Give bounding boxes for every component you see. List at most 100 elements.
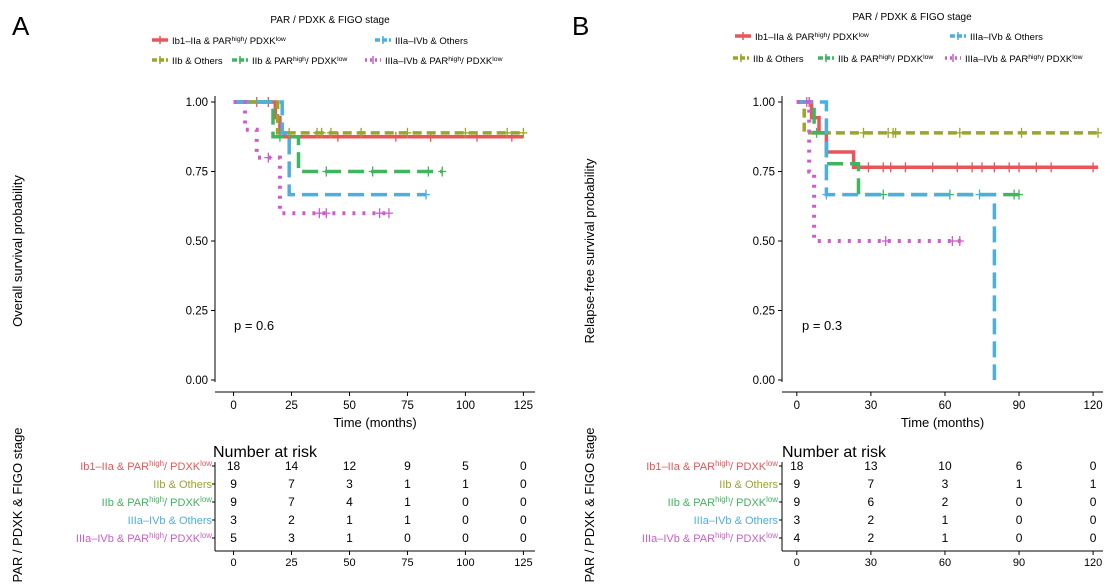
risk-count: 1 xyxy=(404,477,411,491)
censor-mark xyxy=(1089,162,1098,173)
censor-mark xyxy=(317,127,326,138)
y-axis-label: Relapse-free survival probability xyxy=(582,158,597,343)
y-axis-label: Overall survival probability xyxy=(10,175,25,327)
risk-count: 1 xyxy=(462,477,469,491)
risk-count: 0 xyxy=(520,513,527,527)
legend-label: IIb & Others xyxy=(172,56,223,67)
risk-count: 1 xyxy=(346,531,353,545)
legend-item-magenta: IIIa–IVb & PARhigh/ PDXKlow xyxy=(365,56,503,67)
risk-count: 2 xyxy=(942,495,949,509)
censor-mark xyxy=(368,166,377,177)
censor-mark xyxy=(1032,162,1041,173)
risk-count: 9 xyxy=(230,495,237,509)
y-tick-label: 1.00 xyxy=(753,97,775,109)
risk-count: 0 xyxy=(1016,495,1023,509)
x-axis-label: Time (months) xyxy=(901,415,984,430)
censor-mark xyxy=(275,131,284,142)
x-tick-label: 0 xyxy=(230,400,236,412)
risk-row-label: IIb & Others xyxy=(719,479,778,491)
risk-row-label: IIIa–IVb & PARhigh/ PDXKlow xyxy=(76,531,212,546)
risk-table-title: Number at risk xyxy=(782,444,887,461)
risk-count: 0 xyxy=(520,531,527,545)
risk-count: 0 xyxy=(1090,495,1097,509)
censor-mark xyxy=(812,127,821,138)
risk-count: 2 xyxy=(868,513,875,527)
censor-mark xyxy=(264,152,273,163)
risk-count: 1 xyxy=(404,513,411,527)
risk-count: 4 xyxy=(793,531,800,545)
y-tick-label: 0.50 xyxy=(753,236,775,248)
x-tick-label: 75 xyxy=(401,400,414,412)
censor-mark xyxy=(1047,162,1056,173)
risk-count: 18 xyxy=(790,459,804,473)
risk-count: 3 xyxy=(230,513,237,527)
legend-item-magenta: IIIa–IVb & PARhigh/ PDXKlow xyxy=(945,54,1083,66)
censor-mark xyxy=(978,162,987,173)
risk-count: 4 xyxy=(346,495,353,509)
risk-count: 7 xyxy=(288,495,295,509)
risk-row-label: IIb & PARhigh/ PDXKlow xyxy=(668,495,779,510)
risk-count: 9 xyxy=(404,459,411,473)
risk-count: 3 xyxy=(793,513,800,527)
risk-count: 7 xyxy=(868,477,875,491)
risk-count: 3 xyxy=(288,531,295,545)
censor-mark xyxy=(955,127,964,138)
x-tick-label: 30 xyxy=(864,400,877,412)
y-tick-label: 0.00 xyxy=(186,375,208,387)
legend-item-olive: IIb & Others xyxy=(733,54,804,65)
censor-mark xyxy=(333,131,342,142)
risk-count: 0 xyxy=(1016,531,1023,545)
risk-count: 7 xyxy=(288,477,295,491)
risk-x-tick-label: 90 xyxy=(1013,557,1025,569)
risk-count: 0 xyxy=(462,513,469,527)
panel-label: A xyxy=(12,11,30,41)
risk-count: 0 xyxy=(462,495,469,509)
censor-mark xyxy=(901,162,910,173)
legend-item-red: Ib1–IIa & PARhigh/ PDXKlow xyxy=(735,32,869,43)
km-curve-blue xyxy=(796,100,997,380)
censor-mark xyxy=(955,236,964,246)
panel-label: B xyxy=(572,11,589,41)
censor-mark xyxy=(503,127,512,138)
legend-label: IIIa–IVb & PARhigh/ PDXKlow xyxy=(965,54,1083,66)
p-value-annotation: p = 0.3 xyxy=(802,318,842,333)
legend-label: IIb & Others xyxy=(753,54,804,65)
risk-x-tick-label: 120 xyxy=(1084,557,1102,569)
risk-count: 0 xyxy=(404,531,411,545)
censor-mark xyxy=(948,236,957,246)
x-axis-label: Time (months) xyxy=(333,415,416,430)
risk-x-tick-label: 100 xyxy=(456,557,474,569)
risk-x-tick-label: 125 xyxy=(514,557,532,569)
censor-mark xyxy=(953,162,962,173)
risk-count: 10 xyxy=(938,459,952,473)
censor-mark xyxy=(928,162,937,173)
censor-mark xyxy=(891,127,900,138)
legend-title: PAR / PDXK & FIGO stage xyxy=(270,15,390,26)
x-tick-label: 125 xyxy=(514,400,533,412)
censor-mark xyxy=(864,162,873,173)
legend-label: IIIa–IVb & Others xyxy=(395,36,468,47)
legend-item-olive: IIb & Others xyxy=(152,56,223,67)
x-tick-label: 100 xyxy=(456,400,475,412)
risk-count: 9 xyxy=(793,495,800,509)
censor-mark xyxy=(822,189,831,200)
censor-mark xyxy=(424,166,433,177)
risk-count: 14 xyxy=(285,459,299,473)
risk-count: 13 xyxy=(864,459,878,473)
risk-row-label: IIIa–IVb & Others xyxy=(128,515,213,527)
censor-mark xyxy=(859,127,868,138)
legend-title: PAR / PDXK & FIGO stage xyxy=(852,12,972,23)
risk-count: 0 xyxy=(1090,513,1097,527)
x-tick-label: 0 xyxy=(794,400,800,412)
risk-count: 1 xyxy=(1016,477,1023,491)
panel-b: B PAR / PDXK & FIGO stage Ib1–IIa & PARhig… xyxy=(572,11,1103,583)
y-tick-label: 0.25 xyxy=(186,306,208,318)
risk-count: 18 xyxy=(227,459,241,473)
censor-mark xyxy=(1015,162,1024,173)
y-tick-label: 0.50 xyxy=(186,236,208,248)
risk-x-tick-label: 75 xyxy=(401,557,413,569)
censor-mark xyxy=(461,127,470,138)
risk-count: 5 xyxy=(462,459,469,473)
risk-count: 0 xyxy=(462,531,469,545)
